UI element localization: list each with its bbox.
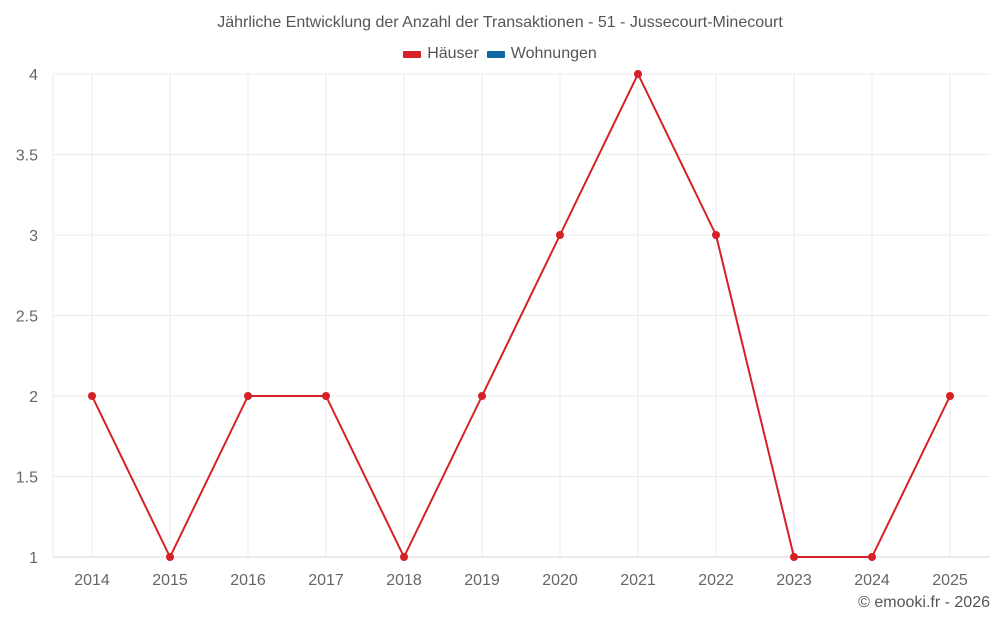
- y-tick-label: 1: [29, 550, 38, 567]
- data-point-marker[interactable]: [244, 392, 252, 400]
- y-tick-label: 2: [29, 389, 38, 406]
- data-point-marker[interactable]: [712, 231, 720, 239]
- data-point-marker[interactable]: [88, 392, 96, 400]
- credit-text: © emooki.fr - 2026: [858, 594, 990, 611]
- legend-label-wohnungen: Wohnungen: [510, 45, 597, 62]
- x-tick-label: 2015: [152, 572, 188, 589]
- legend-label-haeuser: Häuser: [427, 45, 479, 62]
- x-tick-label: 2019: [464, 572, 500, 589]
- legend-swatch-haeuser-icon: [403, 50, 422, 58]
- data-point-marker[interactable]: [400, 553, 408, 561]
- chart-title: Jährliche Entwicklung der Anzahl der Tra…: [217, 14, 783, 31]
- x-tick-label: 2021: [620, 572, 656, 589]
- data-point-marker[interactable]: [166, 553, 174, 561]
- x-tick-label: 2025: [932, 572, 968, 589]
- legend-item-haeuser[interactable]: Häuser: [403, 45, 479, 63]
- y-tick-label: 3.5: [16, 148, 38, 165]
- x-tick-label: 2020: [542, 572, 578, 589]
- data-point-marker[interactable]: [634, 70, 642, 78]
- x-tick-label: 2014: [74, 572, 110, 589]
- legend-item-wohnungen[interactable]: Wohnungen: [486, 45, 597, 63]
- x-tick-label: 2018: [386, 572, 422, 589]
- data-point-marker[interactable]: [946, 392, 954, 400]
- x-tick-label: 2024: [854, 572, 890, 589]
- y-tick-label: 1.5: [16, 470, 38, 487]
- y-tick-label: 3: [29, 228, 38, 245]
- series-haeuser: [88, 70, 954, 561]
- legend-swatch-wohnungen-icon: [486, 50, 505, 58]
- grid-lines: [52, 73, 990, 558]
- x-tick-label: 2022: [698, 572, 734, 589]
- x-tick-label: 2023: [776, 572, 812, 589]
- chart-legend: Häuser Wohnungen: [0, 45, 1000, 63]
- y-tick-label: 2.5: [16, 309, 38, 326]
- y-tick-label: 4: [29, 67, 38, 84]
- data-point-marker[interactable]: [556, 231, 564, 239]
- x-tick-label: 2016: [230, 572, 266, 589]
- data-point-marker[interactable]: [868, 553, 876, 561]
- data-point-marker[interactable]: [322, 392, 330, 400]
- x-tick-label: 2017: [308, 572, 344, 589]
- data-point-marker[interactable]: [478, 392, 486, 400]
- axes: 1 1.5 2 2.5 3 3.5 4 2014 2015 2016 2017 2018 2019 202…: [16, 67, 968, 589]
- data-point-marker[interactable]: [790, 553, 798, 561]
